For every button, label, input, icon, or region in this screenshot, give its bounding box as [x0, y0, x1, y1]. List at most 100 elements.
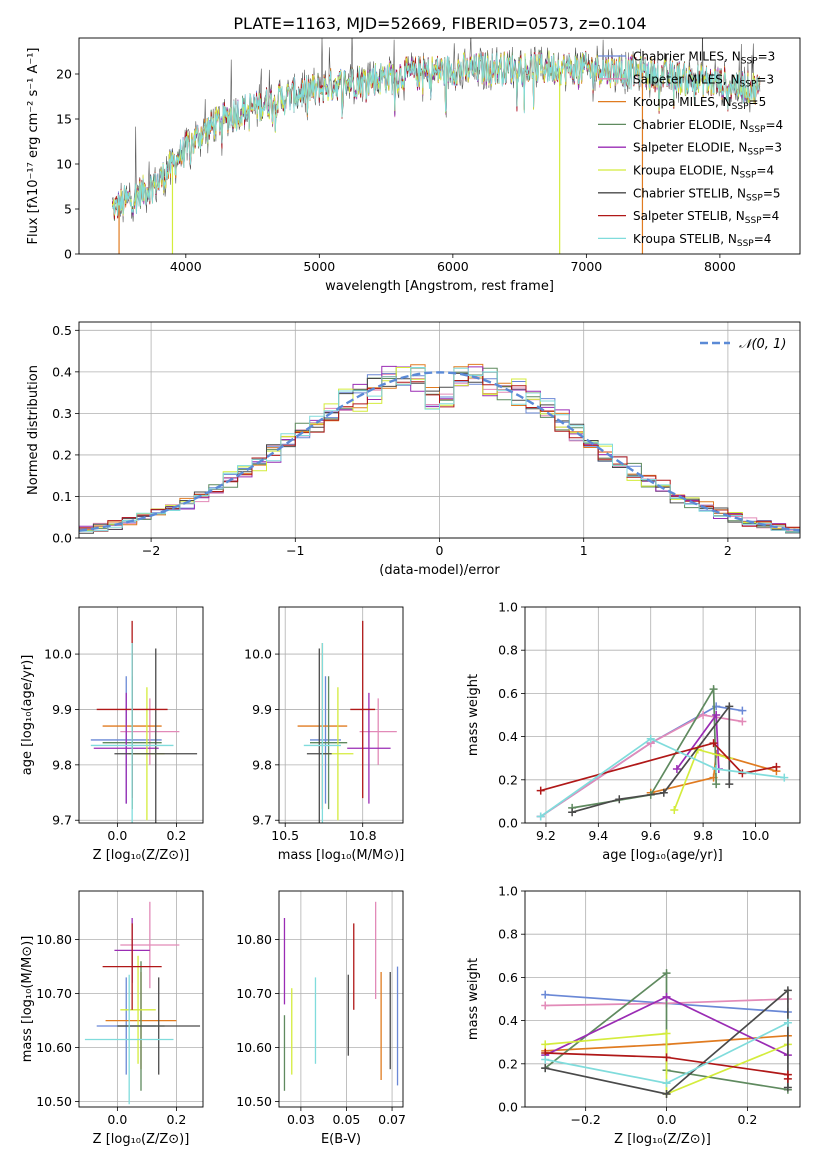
errorbar-point: [120, 955, 156, 1064]
y-tick-label: 0.6: [498, 970, 518, 985]
y-tick-label: 0.6: [498, 686, 518, 701]
x-axis-label: Z [log₁₀(Z/Z⊙)]: [93, 848, 190, 863]
weight-marker: [783, 986, 792, 995]
y-tick-label: 0.2: [52, 447, 72, 462]
weight-marker: [536, 786, 545, 795]
x-axis-label: mass [log₁₀(M/M⊙)]: [278, 848, 405, 863]
legend: 𝒩(0, 1): [700, 337, 786, 352]
plot-area: [536, 685, 789, 821]
weight-marker: [662, 992, 671, 1001]
errorbar-point: [306, 648, 332, 823]
x-tick-label: 1: [580, 543, 588, 558]
y-tick-label: 9.8: [52, 757, 72, 772]
weight-marker: [712, 765, 721, 773]
weight-line: [545, 988, 789, 1095]
weight-marker: [712, 711, 721, 719]
weight-marker: [536, 812, 545, 821]
y-tick-label: 10.70: [36, 986, 72, 1001]
weight-marker: [646, 734, 655, 743]
y-tick-label: 0.1: [52, 489, 72, 504]
y-tick-label: 0.3: [52, 406, 72, 421]
y-tick-label: 10.80: [36, 932, 72, 947]
y-tick-label: 0.8: [498, 927, 518, 942]
x-tick-label: 10.5: [271, 828, 299, 843]
y-tick-label: 0.5: [52, 323, 72, 338]
x-tick-label: 0.03: [287, 1112, 315, 1127]
errorbar-point: [102, 923, 162, 1010]
errorbar-point: [303, 643, 341, 823]
y-tick-label: 10.70: [236, 986, 272, 1001]
axes-weight-vs-Z: −0.2 0.0 0.2 0.0 0.2 0.4 0.6 0.8 1.0 Z [log₁₀(Z/Z…: [466, 884, 801, 1147]
y-axis-label: mass [log₁₀(M/M⊙)]: [20, 936, 35, 1063]
y-tick-label: 10.50: [236, 1094, 272, 1109]
weight-marker: [783, 1083, 792, 1092]
y-axis-label: mass weight: [466, 674, 481, 756]
x-tick-label: 7000: [570, 259, 602, 274]
errorbar-point: [347, 692, 391, 804]
x-tick-label: 0.07: [378, 1112, 406, 1127]
weight-marker: [662, 1053, 671, 1062]
y-tick-label: 10.50: [36, 1094, 72, 1109]
legend-entry: Kroupa STELIB, NSSP=4: [633, 232, 771, 249]
x-tick-label: 4000: [170, 259, 202, 274]
axes-spectrum: 4000 5000 6000 7000 8000 0 5 10 15 20 wavelength […: [26, 37, 801, 294]
weight-marker: [541, 990, 550, 999]
y-tick-label: 9.8: [252, 757, 272, 772]
x-axis-label: age [log₁₀(age/yr)]: [602, 848, 723, 863]
errorbar-point: [93, 692, 159, 804]
x-tick-label: 0.05: [333, 1112, 361, 1127]
y-tick-label: 9.7: [252, 813, 272, 828]
legend-entry: Salpeter ELODIE, NSSP=3: [633, 141, 782, 158]
legend: Chabrier MILES, NSSP=3 Salpeter MILES, NS…: [598, 50, 783, 249]
legend-entry: Chabrier ELODIE, NSSP=4: [633, 118, 783, 135]
legend-entry: Kroupa MILES, NSSP=5: [633, 95, 766, 112]
errorbar-point: [310, 676, 341, 804]
weight-marker: [780, 773, 789, 782]
y-tick-label: 20: [56, 67, 72, 82]
figure-title: PLATE=1163, MJD=52669, FIBERID=0573, z=0…: [233, 14, 646, 33]
y-tick-label: 0.2: [498, 1056, 518, 1071]
axes-frame: [524, 890, 801, 1108]
plot-area: [84, 901, 201, 1105]
y-tick-label: 10: [56, 157, 72, 172]
legend-entry: Kroupa ELODIE, NSSP=4: [633, 164, 774, 181]
weight-marker: [659, 788, 668, 797]
spectrum-line: [112, 51, 761, 221]
weight-marker: [725, 702, 734, 711]
x-tick-label: 0.2: [737, 1112, 757, 1127]
weight-marker: [783, 1074, 792, 1083]
x-axis-label: wavelength [Angstrom, rest frame]: [325, 279, 554, 294]
weight-line: [540, 714, 743, 818]
axes-frame: [278, 606, 404, 824]
errorbar-point: [114, 648, 198, 823]
weight-marker: [541, 1001, 550, 1010]
weight-marker: [662, 1090, 671, 1099]
x-tick-label: 0.2: [166, 828, 186, 843]
weight-marker: [725, 780, 734, 789]
plot-area: [541, 969, 792, 1099]
histogram-step: [79, 371, 800, 534]
y-tick-label: 9.9: [52, 702, 72, 717]
y-tick-label: 0: [64, 247, 72, 262]
weight-marker: [672, 765, 681, 773]
y-tick-label: 10.60: [36, 1040, 72, 1055]
x-tick-label: 10.0: [742, 828, 770, 843]
weight-marker: [699, 711, 708, 719]
x-tick-label: 6000: [437, 259, 469, 274]
weight-marker: [662, 1029, 671, 1038]
weight-marker: [541, 1064, 550, 1073]
y-tick-label: 9.9: [252, 702, 272, 717]
axes-residuals: −2 −1 0 1 2 0.0 0.1 0.2 0.3 0.4 0.5 (data-model)/er…: [26, 321, 801, 578]
y-tick-label: 1.0: [498, 884, 518, 899]
x-axis-label: (data-model)/error: [379, 563, 500, 578]
errorbar-point: [84, 974, 174, 1105]
y-tick-label: 0.0: [498, 816, 518, 831]
y-axis-label: Normed distribution: [26, 365, 41, 495]
weight-line: [545, 1032, 789, 1096]
x-tick-label: 0.0: [107, 828, 127, 843]
legend-entry: Salpeter STELIB, NSSP=4: [633, 209, 779, 226]
y-tick-label: 10.60: [236, 1040, 272, 1055]
weight-line: [540, 742, 777, 792]
plot-area: [112, 38, 761, 254]
